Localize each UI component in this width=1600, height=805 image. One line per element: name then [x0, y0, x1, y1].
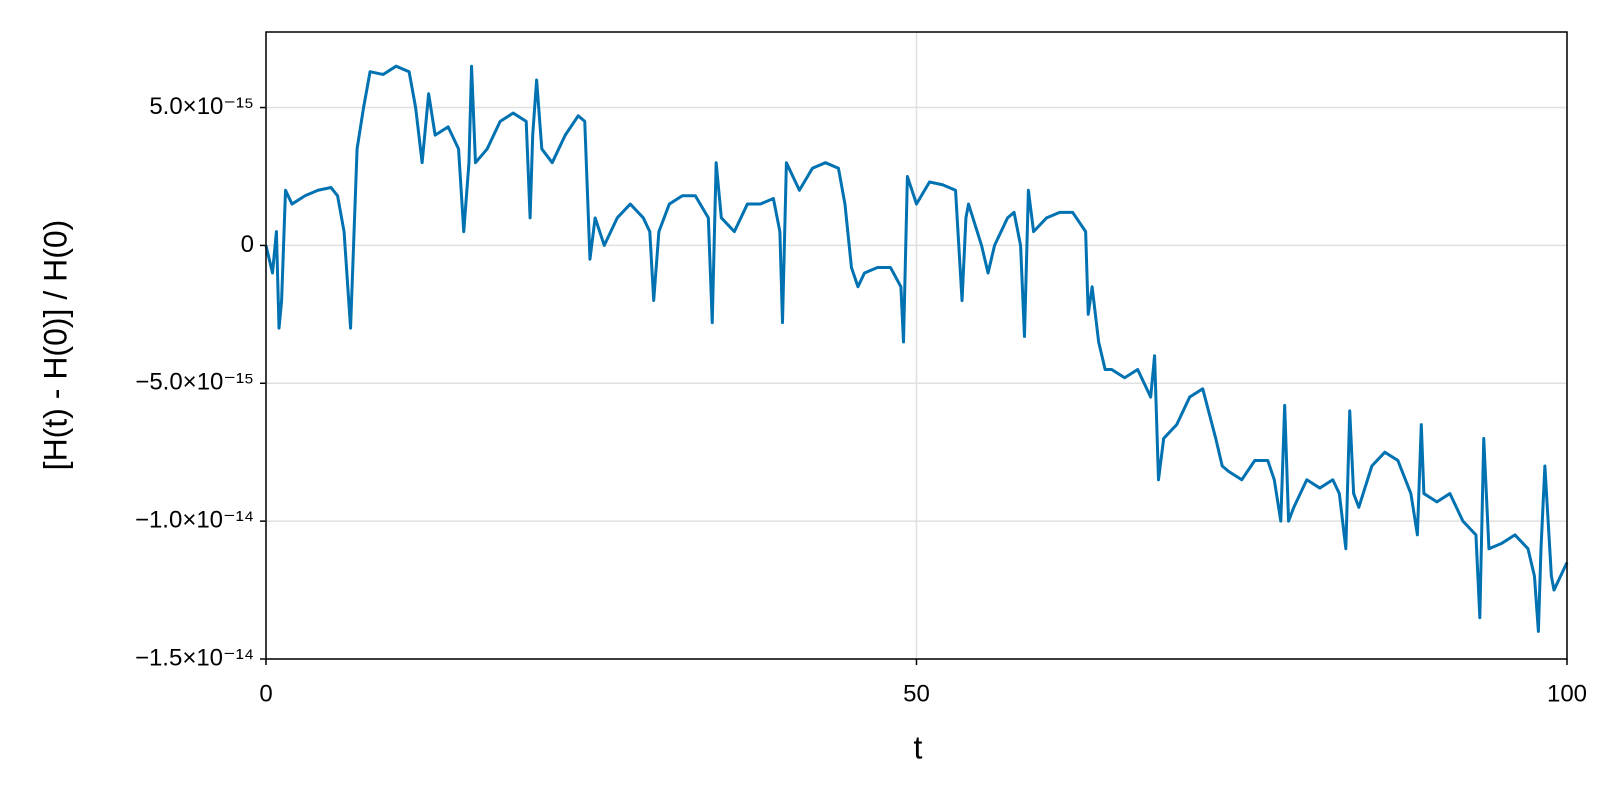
x-axis-label: t — [914, 729, 923, 765]
y-tick-label: −1.5×10⁻¹⁴ — [135, 644, 254, 671]
y-tick-label: 5.0×10⁻¹⁵ — [149, 93, 254, 120]
y-tick-label: −1.0×10⁻¹⁴ — [135, 506, 254, 533]
plot-frame — [265, 31, 1568, 660]
x-tick-label: 100 — [1547, 680, 1587, 707]
x-tick-label: 50 — [903, 680, 930, 707]
y-tick-label: 0 — [241, 231, 254, 258]
y-tick-label: −5.0×10⁻¹⁵ — [135, 369, 254, 396]
y-axis-label: [H(t) - H(0)] / H(0) — [37, 220, 73, 471]
data-line — [264, 64, 1569, 633]
x-tick-label: 0 — [259, 680, 272, 707]
